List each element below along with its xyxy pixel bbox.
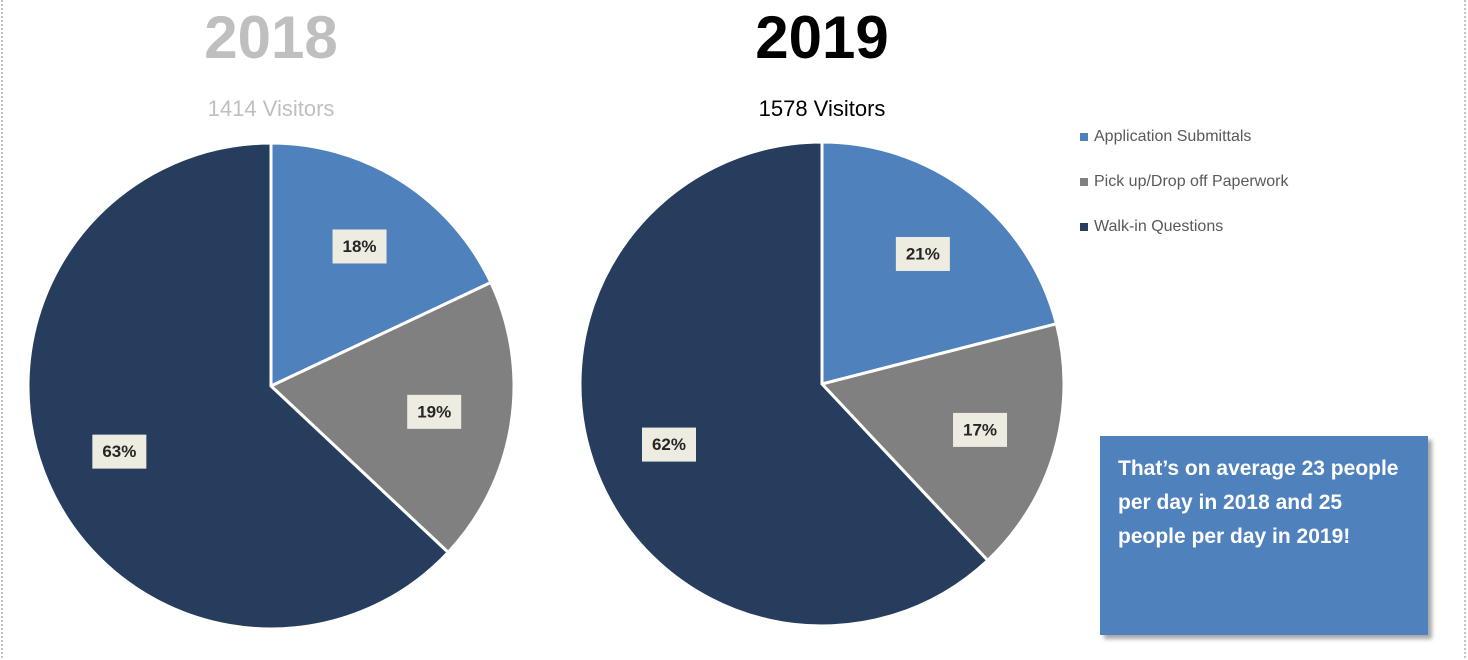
data-label: 63% [102, 442, 136, 461]
label-box [641, 427, 696, 462]
chart-title: 2019 [755, 4, 888, 71]
legend-label: Pick up/Drop off Paperwork [1094, 173, 1289, 190]
pie-slice [819, 321, 1066, 563]
pie-slice [269, 141, 493, 389]
legend-swatch [1080, 223, 1088, 231]
label-box [407, 394, 462, 429]
data-label: 17% [963, 420, 997, 439]
pie-slice [268, 280, 516, 555]
note-box: That’s on average 23 people per day in 2… [1100, 436, 1428, 635]
pie-slice [26, 141, 451, 631]
data-label: 62% [652, 435, 686, 454]
label-box [953, 412, 1008, 447]
legend-label: Application Submittals [1094, 128, 1251, 145]
data-label: 18% [343, 237, 377, 256]
chart-title: 2018 [204, 4, 337, 71]
label-box [92, 434, 147, 469]
legend-swatch [1080, 133, 1088, 141]
chart-subtitle: 1414 Visitors [208, 96, 335, 121]
data-label: 21% [906, 244, 940, 263]
chart-subtitle: 1578 Visitors [759, 96, 886, 121]
pie-slice [578, 140, 990, 628]
label-box [895, 236, 950, 271]
label-box [332, 229, 387, 264]
legend-swatch [1080, 178, 1088, 186]
data-label: 19% [417, 402, 451, 421]
legend-label: Walk-in Questions [1094, 218, 1223, 235]
